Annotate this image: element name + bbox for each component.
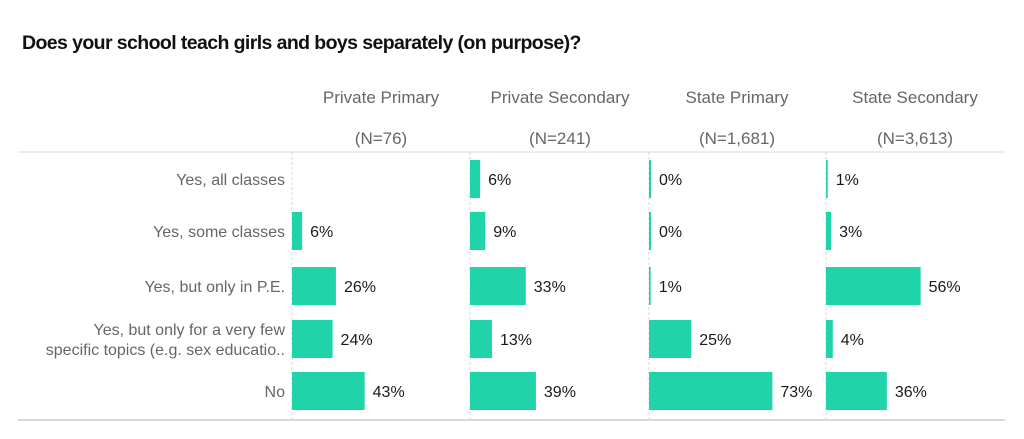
category-label: Yes, but only for a very few [93, 322, 285, 339]
bar [649, 320, 692, 358]
panel-n-label: (N=76) [355, 129, 407, 148]
panel-n-label: (N=3,613) [877, 129, 953, 148]
category-label: Yes, but only in P.E. [144, 279, 285, 296]
panel-n-label: (N=1,681) [699, 129, 775, 148]
data-label: 39% [544, 384, 576, 401]
panel-header: Private Secondary [491, 88, 630, 107]
bar [649, 267, 651, 305]
category-label: No [265, 384, 286, 401]
panel-n-label: (N=241) [529, 129, 591, 148]
bar [826, 267, 921, 305]
bar [826, 372, 887, 410]
data-label: 6% [488, 172, 511, 189]
panel-header: Private Primary [323, 88, 440, 107]
chart-title: Does your school teach girls and boys se… [22, 32, 581, 54]
data-label: 1% [659, 279, 682, 296]
data-label: 3% [839, 224, 862, 241]
bar [470, 320, 492, 358]
data-label: 73% [780, 384, 812, 401]
data-label: 1% [836, 172, 859, 189]
bar [470, 212, 486, 250]
bar [826, 320, 833, 358]
category-label: Yes, all classes [176, 172, 285, 189]
bar [826, 160, 828, 198]
data-label: 4% [841, 332, 864, 349]
bar [292, 372, 365, 410]
data-label: 24% [341, 332, 373, 349]
data-label: 13% [500, 332, 532, 349]
bar [470, 267, 526, 305]
data-label: 33% [534, 279, 566, 296]
data-label: 9% [493, 224, 516, 241]
bar [826, 212, 832, 250]
data-label: 6% [310, 224, 333, 241]
data-label: 56% [929, 279, 961, 296]
bar [292, 320, 333, 358]
data-label: 43% [373, 384, 405, 401]
bar [649, 160, 651, 198]
data-label: 36% [895, 384, 927, 401]
data-label: 0% [659, 172, 682, 189]
bar [649, 372, 773, 410]
data-label: 0% [659, 224, 682, 241]
bar [649, 212, 651, 250]
data-label: 25% [699, 332, 731, 349]
category-label: specific topics (e.g. sex educatio.. [46, 342, 285, 359]
data-label: 26% [344, 279, 376, 296]
bar [470, 160, 481, 198]
category-label: Yes, some classes [153, 224, 285, 241]
bar [292, 212, 303, 250]
panel-header: State Primary [686, 88, 789, 107]
bar [292, 267, 336, 305]
bar [470, 372, 536, 410]
panel-header: State Secondary [852, 88, 978, 107]
